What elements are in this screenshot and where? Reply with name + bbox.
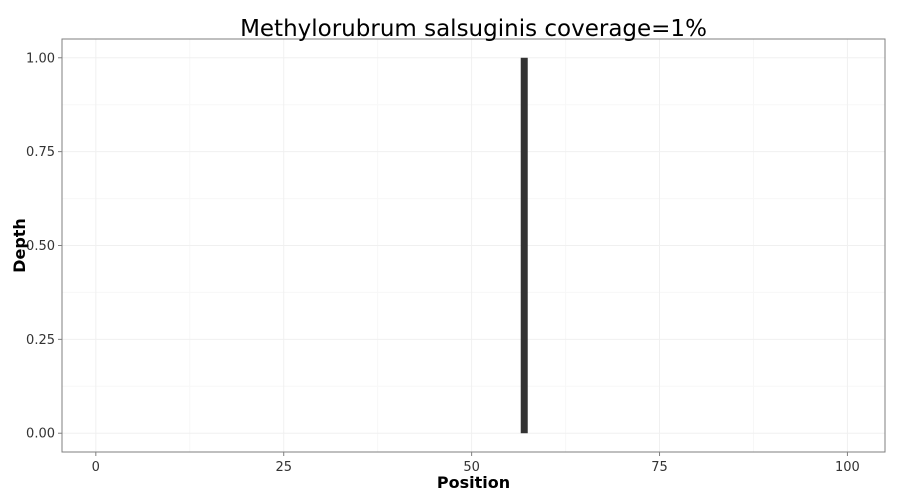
coverage-bar [520, 57, 528, 434]
y-tick-label: 1.00 [26, 51, 55, 66]
axis-ticks: 0 25 50 75 100 0.00 0.25 0.50 0.75 1.00 [26, 51, 860, 475]
x-tick-label: 75 [651, 460, 668, 475]
x-tick-label: 0 [92, 460, 100, 475]
y-axis-title: Depth [10, 218, 29, 273]
y-tick-label: 0.00 [26, 427, 55, 442]
x-tick-label: 100 [835, 460, 860, 475]
y-tick-label: 0.75 [26, 145, 55, 160]
grid-lines [62, 39, 885, 452]
y-tick-label: 0.50 [26, 239, 55, 254]
x-tick-label: 25 [275, 460, 292, 475]
x-tick-label: 50 [463, 460, 480, 475]
bar-series [520, 57, 528, 434]
x-axis-title: Position [437, 473, 510, 492]
chart-title: Methylorubrum salsuginis coverage=1% [240, 16, 707, 42]
y-tick-label: 0.25 [26, 333, 55, 348]
